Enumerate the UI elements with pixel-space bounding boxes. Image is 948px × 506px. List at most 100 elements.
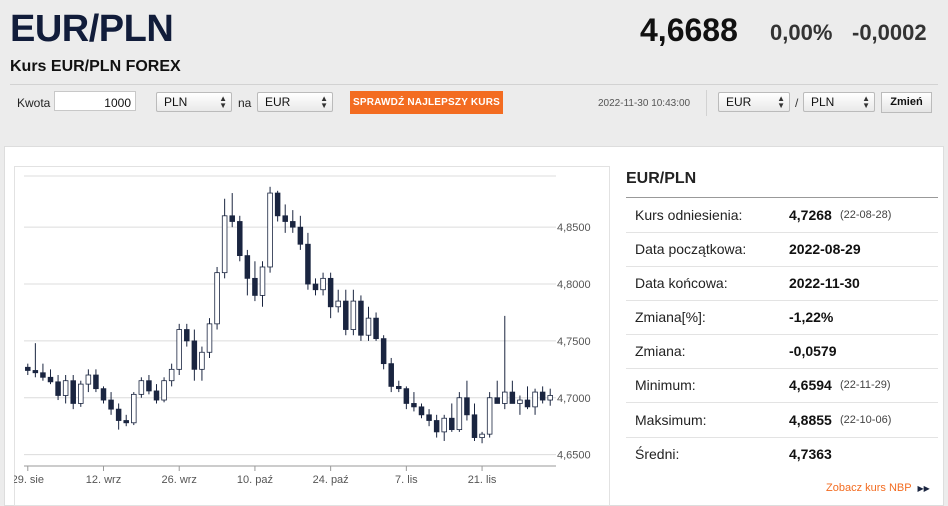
to-currency-select[interactable]: EUR ▲ ▼ xyxy=(257,92,333,112)
candle-body xyxy=(78,383,84,404)
candle-body xyxy=(40,372,46,378)
quote-timestamp: 2022-11-30 10:43:00 xyxy=(598,98,691,109)
info-row: Data początkowa: 2022-08-29 xyxy=(626,232,938,267)
chart-frame xyxy=(14,166,610,506)
quote-currency-select[interactable]: PLN ▲ ▼ xyxy=(803,92,875,112)
info-row: Data końcowa: 2022-11-30 xyxy=(626,266,938,301)
candle-body xyxy=(471,414,478,438)
best-rate-button[interactable]: SPRAWDŹ NAJLEPSZY KURS xyxy=(350,91,503,114)
info-row: Minimum: 4,6594 (22-11-29) xyxy=(626,368,938,403)
candle-body xyxy=(244,255,251,279)
y-tick-label: 4,8500 xyxy=(557,222,591,234)
candle-body xyxy=(131,393,137,424)
candle-body xyxy=(297,226,304,245)
candle-body xyxy=(138,380,145,395)
candle-body xyxy=(93,374,99,390)
candle-body xyxy=(388,363,394,387)
from-currency-select[interactable]: PLN ▲ ▼ xyxy=(156,92,232,112)
info-row-date: (22-08-28) xyxy=(840,209,892,221)
double-chevron-right-icon: ▶▶ xyxy=(917,484,930,493)
candle-body xyxy=(274,192,281,217)
candle-body xyxy=(305,243,311,285)
candle-body xyxy=(282,215,288,222)
info-row: Kurs odniesienia: 4,7268 (22-08-28) xyxy=(626,198,938,233)
y-tick-label: 4,7000 xyxy=(557,393,591,405)
quote-header: EUR/PLN Kurs EUR/PLN FOREX 4,6688 0,00% … xyxy=(0,0,948,124)
info-row: Zmiana[%]: -1,22% xyxy=(626,300,938,335)
candlestick-chart[interactable]: 4,6500 4,7000 4,7500 4,8000 4,8500 29. sie 12.… xyxy=(14,166,610,506)
candle-body xyxy=(85,374,92,385)
info-row-label: Maksimum: xyxy=(635,412,707,428)
info-row-value: 2022-11-30 xyxy=(789,275,860,291)
info-row-label: Minimum: xyxy=(635,377,696,393)
candle-body xyxy=(199,351,205,370)
candle-body xyxy=(403,388,410,404)
candle-body xyxy=(350,300,357,330)
candle-body xyxy=(335,300,341,308)
info-row-value: 2022-08-29 xyxy=(789,241,861,257)
candle-body xyxy=(365,317,372,336)
info-row-value: 4,8855 xyxy=(789,412,832,428)
to-currency-value: EUR xyxy=(265,95,291,109)
info-title-underline xyxy=(626,197,938,198)
info-row-label: Średni: xyxy=(635,446,680,462)
candle-body xyxy=(486,397,493,435)
candle-body xyxy=(259,266,266,296)
candle-body xyxy=(380,338,387,365)
candle-body xyxy=(479,433,485,438)
info-row-label: Data początkowa: xyxy=(635,241,747,257)
candle-body xyxy=(464,397,470,416)
select-arrows-icon: ▲ ▼ xyxy=(862,94,870,110)
candle-body xyxy=(252,277,258,296)
base-currency-select[interactable]: EUR ▲ ▼ xyxy=(718,92,790,112)
info-title: EUR/PLN xyxy=(626,170,697,187)
candle-body xyxy=(32,370,39,374)
candle-body xyxy=(267,192,273,268)
candle-body xyxy=(146,380,152,392)
y-tick-label: 4,8000 xyxy=(557,279,591,291)
candle-body xyxy=(502,391,508,404)
header-divider xyxy=(10,84,938,85)
candle-body xyxy=(509,391,516,404)
candle-body xyxy=(290,221,296,228)
candle-body xyxy=(176,329,182,370)
change-absolute: -0,0002 xyxy=(852,20,927,45)
candle-body xyxy=(214,272,220,325)
quote-currency-value: PLN xyxy=(811,95,835,109)
info-row-value: 4,6594 xyxy=(789,377,832,393)
amount-input[interactable]: 1000 xyxy=(54,91,136,111)
candle-body xyxy=(547,395,553,401)
select-arrows-icon: ▲ ▼ xyxy=(320,94,328,110)
candle-body xyxy=(221,215,228,274)
candle-body xyxy=(327,277,334,308)
candle-body xyxy=(494,397,500,404)
info-row-label: Zmiana[%]: xyxy=(635,309,706,325)
candle-body xyxy=(123,420,129,424)
nbp-link-label: Zobacz kurs NBP xyxy=(826,482,912,494)
candle-body xyxy=(153,390,160,401)
x-tick-label: 21. lis xyxy=(468,474,497,486)
info-row: Zmiana: -0,0579 xyxy=(626,334,938,369)
change-pair-button[interactable]: Zmień xyxy=(881,92,932,113)
change-percent: 0,00% xyxy=(770,20,833,45)
converter-toolbar: Kwota 1000 PLN ▲ ▼ na EUR ▲ ▼ SPRAWDŹ NAJL… xyxy=(0,86,948,122)
x-tick-label: 26. wrz xyxy=(161,474,196,486)
candle-body xyxy=(456,397,463,431)
candle-body xyxy=(70,380,76,404)
x-tick-label: 10. paź xyxy=(237,474,273,486)
candle-body xyxy=(532,391,538,408)
info-row-value: 4,7363 xyxy=(789,446,832,462)
info-row-value: 4,7268 xyxy=(789,207,832,223)
candle-body xyxy=(343,300,349,330)
info-row-label: Zmiana: xyxy=(635,343,686,359)
nbp-rate-link[interactable]: Zobacz kurs NBP ▶▶ xyxy=(826,482,930,494)
y-tick-label: 4,7500 xyxy=(557,336,591,348)
x-tick-label: 29. sie xyxy=(14,474,44,486)
toolbar-divider xyxy=(706,90,707,116)
base-currency-value: EUR xyxy=(726,95,752,109)
candle-body xyxy=(312,283,319,291)
page-title: EUR/PLN xyxy=(10,8,174,50)
candle-body xyxy=(396,385,402,390)
candle-body xyxy=(426,414,432,421)
candle-body xyxy=(184,329,190,342)
